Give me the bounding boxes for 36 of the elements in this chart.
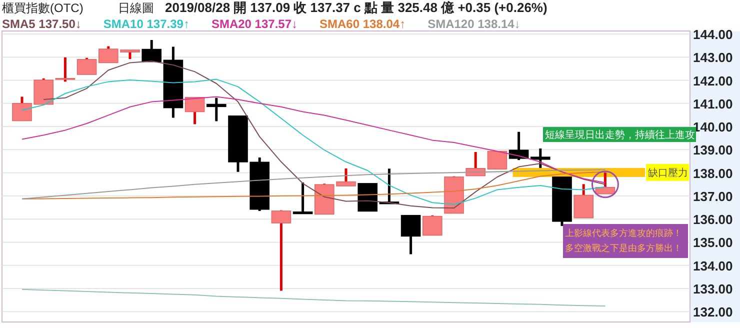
candlestick — [184, 96, 205, 126]
candlestick — [530, 147, 550, 170]
y-tick-label: 144.00 — [693, 27, 733, 42]
chart-subtitle: 日線圖 — [118, 1, 154, 15]
chart-title: 櫃買指數(OTC) — [2, 1, 84, 15]
line-series — [22, 288, 606, 306]
text: SMA60 138.04↑ — [320, 17, 406, 31]
candlestick — [55, 56, 76, 83]
candlestick — [76, 56, 97, 76]
candlestick — [400, 214, 421, 256]
y-tick-label: 141.00 — [693, 96, 733, 112]
candlestick — [142, 38, 162, 64]
text: 2019/08/28 開 137.09 收 137.37 c 點 量 325.48 億 +0.35 (+0.26%) — [165, 0, 548, 15]
y-tick-label: 133.00 — [693, 281, 733, 296]
text: SMA5 137.50↓ — [2, 17, 82, 31]
y-tick-label: 137.00 — [693, 188, 733, 204]
text: SMA10 137.39↑ — [103, 17, 190, 31]
band-label: 缺口壓力 — [648, 166, 688, 179]
y-tick-label: 135.00 — [693, 235, 733, 250]
candlestick — [422, 214, 442, 237]
candlestick — [292, 181, 313, 215]
annotation: 上影線代表多方進攻的痕跡！多空激戰之下是由多方勝出！ — [565, 228, 682, 253]
text: SMA20 137.57↓ — [211, 17, 298, 31]
y-tick-label: 136.00 — [693, 212, 733, 228]
y-tick-label: 132.00 — [693, 304, 733, 320]
candlestick — [574, 182, 594, 220]
candlestick — [271, 209, 292, 292]
y-tick-label: 134.00 — [693, 258, 733, 274]
y-tick-label: 138.00 — [693, 166, 733, 181]
candlestick — [508, 130, 529, 162]
y-tick-label: 142.00 — [693, 73, 733, 88]
y-tick-label: 143.00 — [693, 50, 733, 66]
text: SMA120 138.14↓ — [428, 17, 520, 31]
candlestick — [487, 150, 508, 170]
y-tick-label: 139.00 — [693, 142, 733, 158]
candlestick — [206, 96, 226, 122]
